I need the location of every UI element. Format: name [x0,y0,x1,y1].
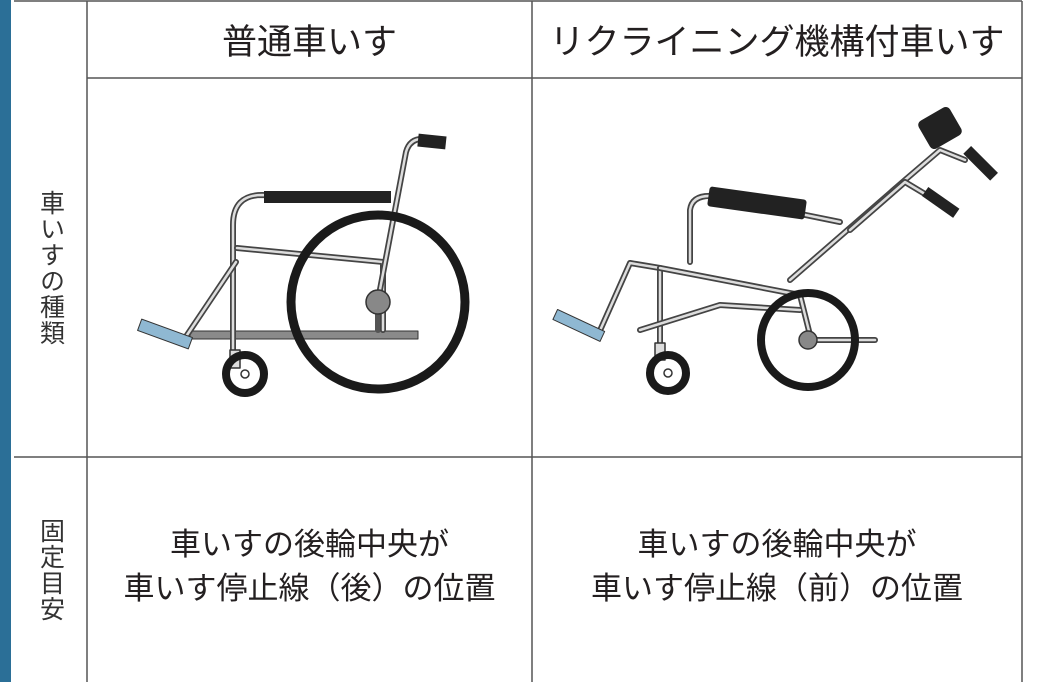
standard-wheelchair [137,133,470,397]
body-cell: 車いすの後輪中央が 車いす停止線（前）の位置 [532,457,1022,677]
cell-line: 車いす停止線（後）の位置 [123,571,496,607]
header-cell: リクライニング機構付車いす [549,23,1005,63]
body-cell: 車いすの後輪中央が 車いす停止線（後）の位置 [87,457,532,677]
cell-line: 車いす停止線（前）の位置 [591,571,963,607]
cell-line: 車いすの後輪中央が [637,527,917,563]
row-label-cell: 固定目安 [14,457,87,682]
cell-line: 車いすの後輪中央が [170,527,449,563]
header-cell: 普通車いす [221,23,397,63]
reclining-wheelchair [552,106,998,395]
side-bar [0,0,11,682]
row-label-cell: 車いすの種類 [14,78,87,457]
row-label: 固定目安 [36,517,66,622]
row-label: 車いすの種類 [36,189,66,346]
